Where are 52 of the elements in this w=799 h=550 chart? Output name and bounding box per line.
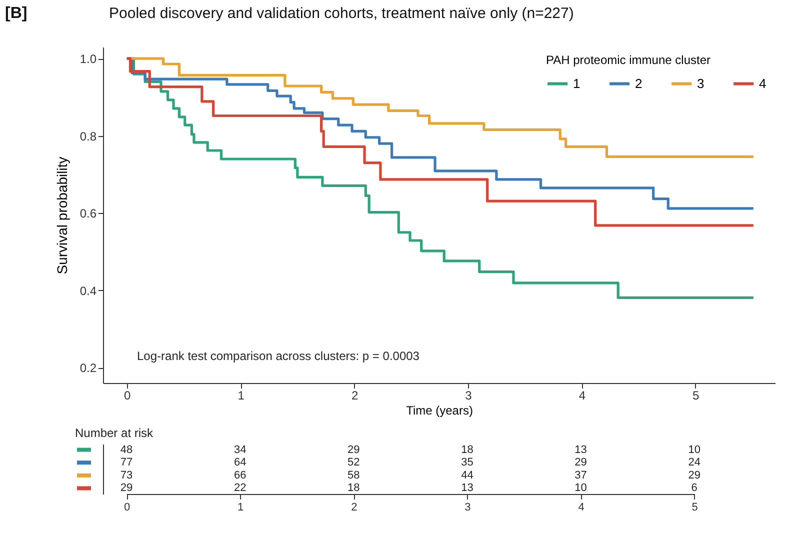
data-label: 37 bbox=[574, 469, 587, 482]
data-label: 29 bbox=[348, 444, 360, 456]
data-label: 18 bbox=[461, 444, 474, 456]
y-tick-label: 0.6 bbox=[80, 206, 97, 221]
data-label: 29 bbox=[120, 482, 133, 494]
data-label: 24 bbox=[688, 456, 700, 469]
data-label: 18 bbox=[348, 482, 360, 494]
text: [B] bbox=[5, 5, 28, 22]
data-label: 10 bbox=[574, 482, 587, 494]
y-tick-label: 0.8 bbox=[80, 129, 97, 144]
chart-title: Pooled discovery and validation cohorts, treatment naïve only (n=227) bbox=[109, 5, 574, 22]
y-tick-label: 0.2 bbox=[80, 361, 97, 376]
legend-title: PAH proteomic immune cluster bbox=[546, 53, 710, 67]
data-label: 73 bbox=[120, 469, 133, 482]
x-tick-label: 4 bbox=[578, 502, 584, 514]
data-label: 29 bbox=[574, 456, 587, 469]
x-tick-label: 1 bbox=[238, 388, 245, 402]
data-label: 13 bbox=[574, 444, 587, 456]
x-tick-label: 2 bbox=[351, 388, 358, 402]
y-axis-title: Survival probability bbox=[54, 156, 70, 274]
legend-label: 1 bbox=[573, 76, 580, 91]
x-tick-label: 4 bbox=[578, 388, 586, 402]
legend-label: 2 bbox=[635, 76, 642, 91]
x-tick-label: 3 bbox=[464, 502, 471, 514]
x-tick-label: 0 bbox=[124, 502, 130, 514]
legend-label: 4 bbox=[759, 76, 766, 91]
x-tick-label: 5 bbox=[692, 388, 700, 402]
data-label: 77 bbox=[120, 456, 133, 469]
data-label: 35 bbox=[461, 456, 474, 469]
data-label: 44 bbox=[461, 469, 474, 482]
data-label: 48 bbox=[120, 444, 133, 456]
data-label: 34 bbox=[234, 444, 246, 456]
data-label: 58 bbox=[348, 469, 360, 482]
x-axis-title: Time (years) bbox=[406, 404, 473, 418]
x-tick-label: 2 bbox=[351, 502, 358, 514]
annotation: Log-rank test comparison across clusters: p = 0.0003 bbox=[137, 349, 420, 363]
data-label: 22 bbox=[234, 482, 246, 494]
data-label: 64 bbox=[234, 456, 246, 469]
data-label: 10 bbox=[688, 444, 700, 456]
y-tick-label: 0.4 bbox=[80, 284, 97, 298]
data-label: 13 bbox=[461, 482, 474, 494]
y-tick-label: 1.0 bbox=[80, 52, 97, 66]
data-label: 6 bbox=[691, 482, 698, 494]
data-label: 52 bbox=[348, 456, 360, 469]
data-label: 66 bbox=[234, 469, 246, 482]
data-label: 29 bbox=[688, 469, 700, 482]
chart-title: Number at risk bbox=[75, 426, 154, 440]
x-tick-label: 1 bbox=[238, 502, 244, 514]
x-tick-label: 0 bbox=[124, 388, 132, 402]
x-tick-label: 3 bbox=[465, 388, 472, 402]
x-tick-label: 5 bbox=[692, 502, 698, 514]
legend-label: 3 bbox=[697, 76, 704, 91]
